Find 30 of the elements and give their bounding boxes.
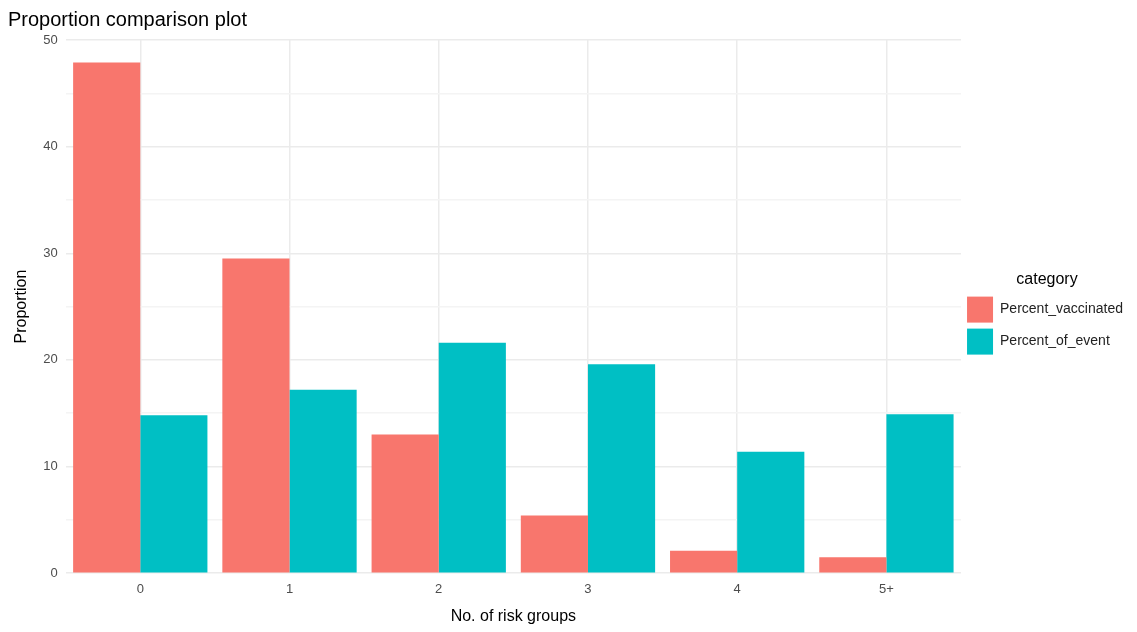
y-tick-label: 30	[43, 244, 58, 260]
x-axis-title: No. of risk groups	[450, 606, 577, 624]
x-tick-label: 5+	[879, 580, 894, 596]
x-tick-label: 4	[733, 580, 741, 596]
x-tick-label: 2	[435, 580, 443, 596]
bar	[73, 62, 141, 573]
bar	[371, 434, 439, 573]
y-tick-label: 40	[43, 138, 58, 154]
x-tick-label: 1	[285, 580, 294, 596]
legend-title: category	[1016, 269, 1078, 287]
x-tick-label: 3	[584, 580, 592, 596]
y-tick-label: 10	[43, 458, 58, 474]
y-axis-title: Proportion	[12, 269, 30, 344]
bar	[140, 415, 208, 573]
bar	[587, 364, 656, 573]
bar	[289, 389, 357, 573]
legend-label: Percent_of_event	[1000, 332, 1110, 349]
bar	[737, 451, 805, 573]
chart-title: Proportion comparison plot	[8, 7, 248, 30]
bar	[670, 550, 738, 573]
y-tick-label: 0	[50, 564, 58, 580]
bar	[222, 258, 290, 573]
bar	[520, 515, 588, 573]
y-tick-label: 20	[43, 351, 58, 367]
y-tick-label: 50	[43, 31, 58, 47]
bar	[438, 342, 506, 573]
legend-label: Percent_vaccinated	[1000, 300, 1123, 317]
bar	[819, 557, 887, 573]
bar	[886, 414, 954, 573]
x-tick-label: 0	[136, 580, 144, 596]
